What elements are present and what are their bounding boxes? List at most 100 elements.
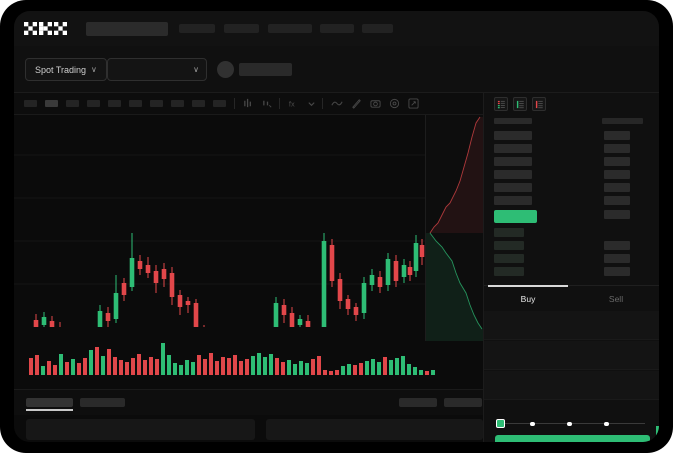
orderbook-ask-row[interactable] xyxy=(494,131,532,140)
nav-item-2[interactable] xyxy=(224,24,259,33)
bottom-panel-right[interactable] xyxy=(266,419,483,440)
nav-item-4[interactable] xyxy=(320,24,354,33)
fullscreen-icon[interactable] xyxy=(408,98,419,109)
okx-logo[interactable] xyxy=(24,22,67,35)
slider-track xyxy=(499,423,645,424)
orderbook-amount-cell xyxy=(604,241,630,250)
logo-glyph-x xyxy=(54,22,67,35)
orderbook-and-order-panel: Buy Sell xyxy=(483,93,659,442)
trading-mode-dropdown[interactable]: Spot Trading ∨ xyxy=(25,58,107,81)
orderbook-mode-bids[interactable] xyxy=(513,97,527,111)
pair-coin-avatar xyxy=(217,61,234,78)
logo-glyph-o xyxy=(24,22,37,35)
order-form-tabs: Buy Sell xyxy=(484,285,659,311)
timeframe-6[interactable] xyxy=(129,100,142,107)
candlestick-chart-icon[interactable] xyxy=(243,98,254,109)
depth-chart-overlay[interactable] xyxy=(425,115,483,341)
tab-sell[interactable]: Sell xyxy=(572,286,659,311)
bottom-panel-row xyxy=(14,415,483,442)
pair-name-placeholder xyxy=(239,63,292,76)
bottom-panel-left[interactable] xyxy=(26,419,255,440)
orderbook-mode-toggles xyxy=(494,97,546,111)
timeframe-9[interactable] xyxy=(192,100,205,107)
orderbook-amount-cell xyxy=(604,196,630,205)
orderbook-ask-row[interactable] xyxy=(494,144,532,153)
app-screen: Spot Trading ∨ ∨ xyxy=(14,11,659,442)
drawing-tools-icon[interactable] xyxy=(351,98,362,109)
indicators-icon[interactable]: fx xyxy=(288,98,299,109)
slider-handle[interactable] xyxy=(496,419,505,428)
slider-stop-25[interactable] xyxy=(530,421,535,426)
line-chart-icon[interactable] xyxy=(331,98,343,109)
orderbook-amount-cell xyxy=(604,157,630,166)
timeframe-4[interactable] xyxy=(87,100,100,107)
orderbook-bid-row[interactable] xyxy=(494,254,524,263)
orderbook-ask-row[interactable] xyxy=(494,157,532,166)
nav-item-3[interactable] xyxy=(268,24,312,33)
orderbook-amount-cell xyxy=(604,183,630,192)
timeframe-10[interactable] xyxy=(213,100,226,107)
volume-svg xyxy=(29,343,435,375)
bottom-action-2[interactable] xyxy=(444,398,482,407)
orderbook-amount-cell xyxy=(604,254,630,263)
nav-item-1[interactable] xyxy=(179,24,215,33)
orderbook-bid-row[interactable] xyxy=(494,228,524,237)
settings-icon[interactable] xyxy=(389,98,400,109)
orderbook-header-price xyxy=(494,118,532,124)
orderbook-amount-cell xyxy=(604,267,630,276)
amount-percent-slider[interactable] xyxy=(496,418,648,429)
tab-sell-label: Sell xyxy=(608,293,624,304)
timeframe-5[interactable] xyxy=(108,100,121,107)
orderbook-amount-cell xyxy=(604,170,630,179)
chart-type-icon[interactable] xyxy=(262,98,273,109)
candlestick-chart[interactable] xyxy=(14,115,483,327)
timeframe-7[interactable] xyxy=(150,100,163,107)
slider-stop-50[interactable] xyxy=(567,421,572,426)
orderbook-amount-cell xyxy=(604,144,630,153)
orderbook-ask-row[interactable] xyxy=(494,196,532,205)
orderbook-bid-row[interactable] xyxy=(494,241,524,250)
depth-chart-svg xyxy=(426,116,483,341)
logo-glyph-k xyxy=(39,22,52,35)
order-field-amount[interactable] xyxy=(484,341,659,370)
trading-mode-label: Spot Trading xyxy=(35,64,87,75)
submit-buy-button[interactable] xyxy=(495,435,650,442)
timeframe-1[interactable] xyxy=(24,100,37,107)
toolbar-divider xyxy=(322,98,323,109)
nav-search-field[interactable] xyxy=(86,22,168,36)
slider-stop-75[interactable] xyxy=(604,421,609,426)
orderbook-bid-row[interactable] xyxy=(494,267,524,276)
svg-text:fx: fx xyxy=(289,99,295,108)
orderbook-amount-cell xyxy=(604,131,630,140)
orderbook-ask-row[interactable] xyxy=(494,170,532,179)
nav-item-5[interactable] xyxy=(362,24,393,33)
bottom-tab-active-indicator xyxy=(26,409,73,411)
chevron-down-icon[interactable] xyxy=(307,99,316,108)
orderbook-asks-icon xyxy=(535,100,543,108)
bottom-tab-positions[interactable] xyxy=(80,398,125,407)
orderbook-mode-asks[interactable] xyxy=(532,97,546,111)
orderbook-mode-both[interactable] xyxy=(494,97,508,111)
camera-icon[interactable] xyxy=(370,98,381,109)
right-edge-accent xyxy=(656,426,659,442)
toolbar-divider xyxy=(234,98,235,109)
timeframe-3[interactable] xyxy=(66,100,79,107)
toolbar-divider xyxy=(279,98,280,109)
pair-ticker-bar: Spot Trading ∨ ∨ xyxy=(14,46,659,120)
pair-dropdown[interactable]: ∨ xyxy=(107,58,207,81)
orderbook-header-amount xyxy=(602,118,643,124)
orderbook-both-icon xyxy=(497,100,505,108)
volume-histogram[interactable] xyxy=(14,327,483,389)
orderbook-amount-cell xyxy=(604,210,630,219)
bottom-action-1[interactable] xyxy=(399,398,437,407)
order-field-price[interactable] xyxy=(484,311,659,340)
order-field-total[interactable] xyxy=(484,371,659,400)
bottom-tab-orders[interactable] xyxy=(26,398,73,407)
tab-buy[interactable]: Buy xyxy=(484,285,572,311)
tab-buy-label: Buy xyxy=(520,293,536,304)
orderbook-ask-row[interactable] xyxy=(494,183,532,192)
timeframe-8[interactable] xyxy=(171,100,184,107)
timeframe-2[interactable] xyxy=(45,100,58,107)
chevron-down-icon: ∨ xyxy=(193,64,199,74)
